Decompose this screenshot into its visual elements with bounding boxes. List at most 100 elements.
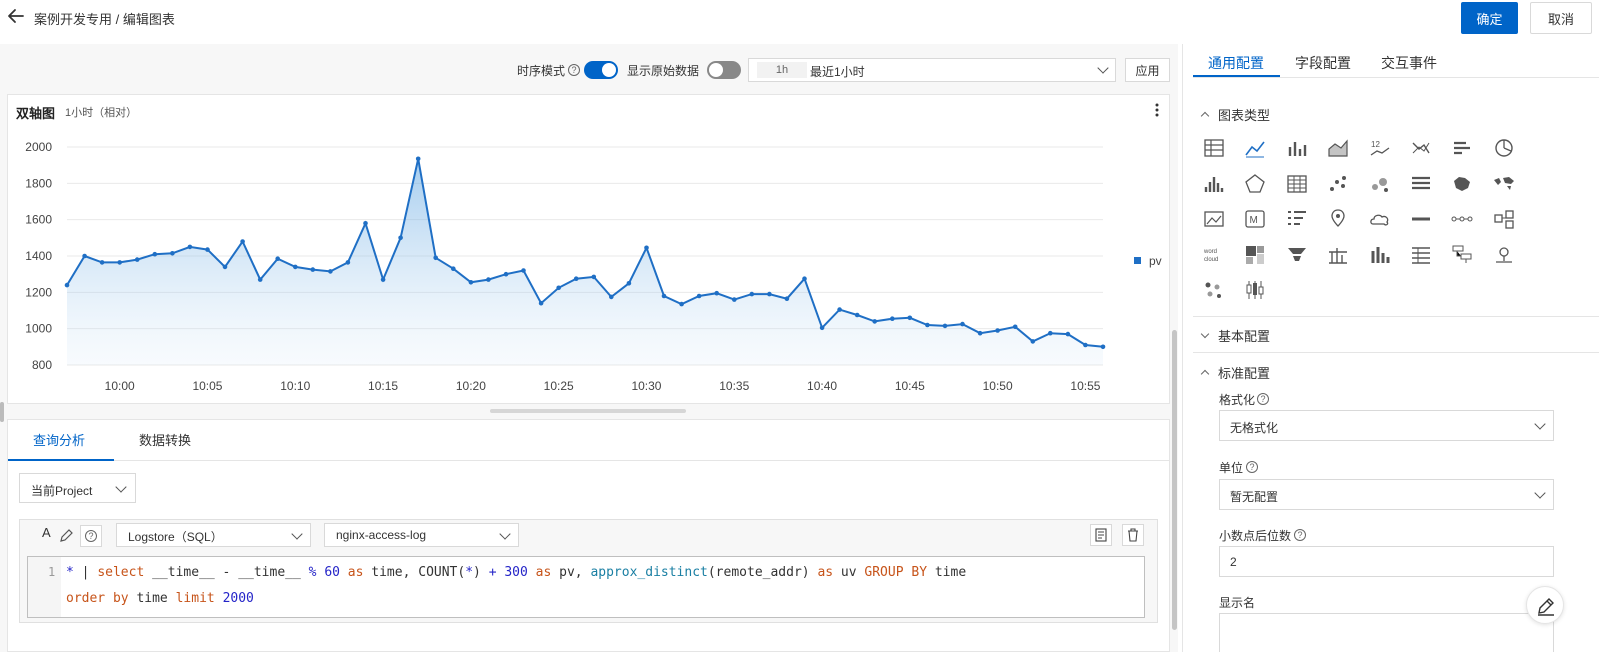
data-point (99, 260, 105, 265)
logstore-type-select[interactable]: Logstore（SQL） (116, 523, 311, 547)
data-point (872, 319, 877, 324)
back-arrow-icon[interactable] (6, 6, 26, 26)
logstore-select[interactable]: nginx-access-log (324, 523, 519, 547)
data-point (696, 293, 702, 299)
markdown-icon[interactable]: M (1242, 206, 1268, 232)
line-gutter: 1 (28, 557, 61, 617)
table-icon[interactable] (1201, 135, 1227, 161)
data-point (661, 293, 667, 299)
chevron-down-icon (1097, 62, 1109, 74)
china-map-icon[interactable] (1449, 171, 1475, 197)
code-line-1: * | select __time__ - __time__ % 60 as t… (66, 565, 967, 580)
scatter-icon[interactable] (1325, 171, 1351, 197)
section-title: 基本配置 (1218, 329, 1271, 344)
time-range-value: 最近1小时 (810, 65, 865, 79)
tab-general-config[interactable]: 通用配置 (1208, 55, 1264, 71)
format-sql-button[interactable] (1090, 524, 1112, 546)
scrollbar[interactable] (1172, 330, 1177, 630)
help-icon[interactable]: ? (1246, 461, 1258, 473)
bar-list-icon[interactable] (1449, 135, 1475, 161)
apply-button[interactable]: 应用 (1125, 58, 1170, 82)
progress-list-icon[interactable] (1408, 171, 1434, 197)
location-map-icon[interactable] (1325, 206, 1351, 232)
section-standard-config[interactable]: 标准配置 (1200, 363, 1271, 382)
resize-divider[interactable] (490, 409, 686, 413)
column-grid-icon[interactable] (1325, 242, 1351, 268)
data-point (626, 281, 632, 286)
confirm-button[interactable]: 确定 (1461, 2, 1518, 34)
data-point (767, 291, 772, 297)
tab-data-transform[interactable]: 数据转换 (139, 433, 192, 448)
sorted-list-icon[interactable] (1284, 206, 1310, 232)
logstore-name-value: nginx-access-log (336, 528, 427, 542)
treemap-icon[interactable] (1242, 242, 1268, 268)
bar-chart-icon[interactable] (1284, 135, 1310, 161)
edit-icon (1538, 598, 1554, 616)
section-chart-type[interactable]: 图表类型 (1200, 105, 1270, 124)
step-icon[interactable] (1449, 206, 1475, 232)
data-point (556, 285, 561, 291)
clear-query-button[interactable] (1122, 524, 1144, 546)
dot-matrix-icon[interactable] (1201, 277, 1227, 303)
display-name-input[interactable] (1219, 613, 1554, 652)
y-tick-label: 1800 (25, 176, 52, 190)
tab-interaction-events[interactable]: 交互事件 (1381, 55, 1437, 71)
word-cloud-icon[interactable]: word cloud (1201, 242, 1227, 268)
section-basic-config[interactable]: 基本配置 (1200, 326, 1271, 345)
data-point (960, 321, 965, 327)
pen-icon[interactable] (56, 525, 78, 547)
unit-select[interactable]: 暂无配置 (1219, 479, 1554, 510)
format-select[interactable]: 无格式化 (1219, 410, 1554, 441)
pie-chart-icon[interactable] (1491, 135, 1517, 161)
stat-number-icon[interactable]: 12 (1367, 135, 1393, 161)
help-icon[interactable]: ? (568, 64, 580, 76)
help-button[interactable]: ? (80, 525, 102, 547)
data-point (749, 291, 755, 297)
decimal-input[interactable]: 2 (1219, 546, 1554, 577)
format-label-text: 格式化 (1219, 393, 1256, 407)
section-title: 标准配置 (1218, 366, 1271, 381)
x-tick-label: 10:05 (192, 379, 222, 393)
format-label: 格式化 (1219, 391, 1255, 408)
time-range-select[interactable]: 1h 最近1小时 (748, 58, 1116, 82)
collapse-handle[interactable] (0, 402, 4, 422)
chevron-down-icon (499, 528, 511, 540)
grid-table-icon[interactable] (1284, 171, 1310, 197)
candlestick-icon[interactable] (1242, 277, 1268, 303)
help-icon[interactable]: ? (1257, 393, 1269, 405)
toggle-knob (709, 63, 723, 77)
font-icon[interactable]: A (42, 525, 51, 540)
more-vertical-icon[interactable] (1153, 103, 1161, 117)
cancel-button[interactable]: 取消 (1530, 2, 1592, 34)
histogram-icon[interactable] (1201, 171, 1227, 197)
bubble-icon[interactable] (1367, 171, 1393, 197)
chart-title: 双轴图 (16, 106, 56, 121)
world-map-icon[interactable] (1491, 171, 1517, 197)
image-icon[interactable] (1201, 206, 1227, 232)
data-point (275, 256, 281, 261)
data-point (573, 276, 579, 281)
topology-icon[interactable] (1491, 206, 1517, 232)
tab-query-analysis[interactable]: 查询分析 (33, 433, 86, 448)
line-chart-icon[interactable] (1242, 135, 1268, 161)
single-bar-icon[interactable] (1408, 206, 1434, 232)
sql-code-editor[interactable]: 1 * | select __time__ - __time__ % 60 as… (27, 556, 1145, 618)
edit-fab-button[interactable] (1526, 586, 1564, 624)
tree-icon[interactable] (1449, 242, 1475, 268)
timeseries-mode-toggle[interactable] (584, 61, 618, 79)
funnel-icon[interactable] (1284, 242, 1310, 268)
list-table-icon[interactable] (1408, 242, 1434, 268)
stacked-bar-icon[interactable] (1367, 242, 1393, 268)
cloud-map-icon[interactable] (1367, 206, 1393, 232)
project-select[interactable]: 当前Project (19, 473, 136, 503)
raw-data-toggle[interactable] (707, 61, 741, 79)
flow-chart-icon[interactable] (1408, 135, 1434, 161)
data-point (398, 235, 403, 241)
data-point (380, 277, 386, 282)
data-point (240, 239, 245, 244)
help-icon[interactable]: ? (1294, 529, 1306, 541)
radar-icon[interactable] (1242, 171, 1268, 197)
tab-field-config[interactable]: 字段配置 (1295, 55, 1351, 71)
pin-map-icon[interactable] (1491, 242, 1517, 268)
area-chart-icon[interactable] (1325, 135, 1351, 161)
